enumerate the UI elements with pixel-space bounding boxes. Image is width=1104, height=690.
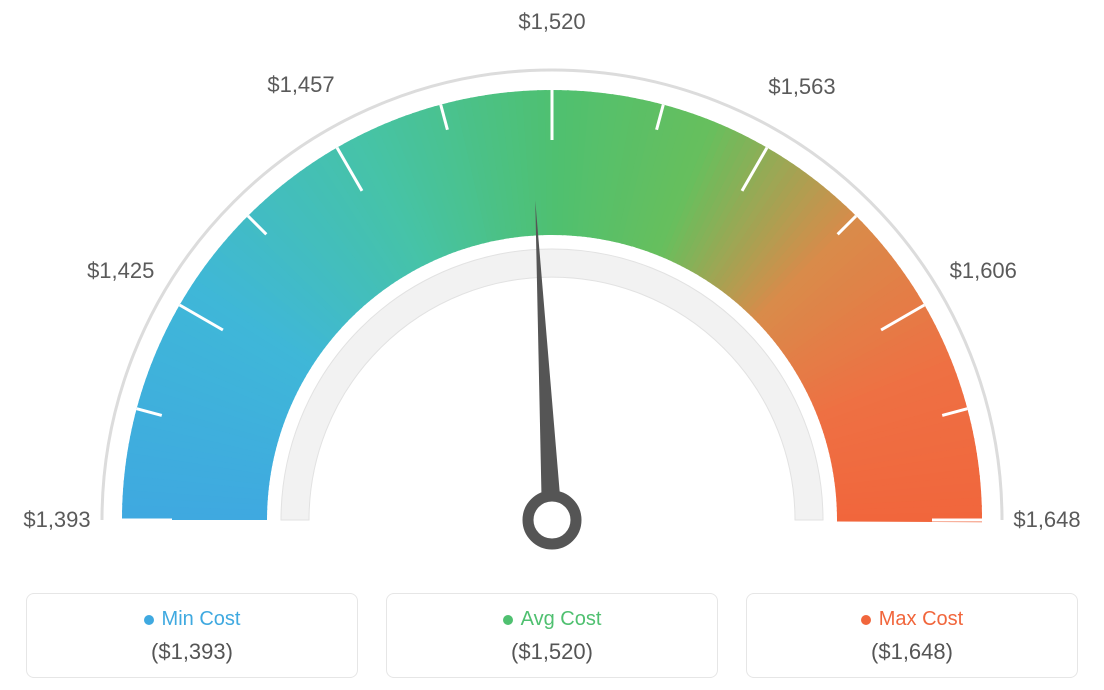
gauge-chart-container: $1,393 $1,425 $1,457 $1,520 $1,563 $1,606 $1,6… [0, 0, 1104, 690]
gauge-tick-label: $1,563 [768, 74, 835, 100]
min-cost-title: Min Cost [27, 608, 357, 631]
min-cost-card: Min Cost ($1,393) [26, 593, 358, 678]
gauge-svg [0, 0, 1104, 560]
min-dot-icon [144, 615, 154, 625]
avg-cost-title: Avg Cost [387, 608, 717, 631]
gauge-tick-label: $1,457 [267, 72, 334, 98]
max-dot-icon [861, 615, 871, 625]
gauge-tick-label: $1,648 [1013, 507, 1080, 533]
min-cost-label: Min Cost [162, 608, 241, 631]
max-cost-value: ($1,648) [747, 639, 1077, 665]
max-cost-card: Max Cost ($1,648) [746, 593, 1078, 678]
avg-dot-icon [503, 615, 513, 625]
avg-cost-value: ($1,520) [387, 639, 717, 665]
gauge-area: $1,393 $1,425 $1,457 $1,520 $1,563 $1,606 $1,6… [0, 0, 1104, 560]
gauge-tick-label: $1,425 [87, 258, 154, 284]
gauge-tick-label: $1,606 [950, 258, 1017, 284]
avg-cost-card: Avg Cost ($1,520) [386, 593, 718, 678]
summary-cards: Min Cost ($1,393) Avg Cost ($1,520) Max … [0, 593, 1104, 678]
gauge-tick-label: $1,393 [23, 507, 90, 533]
max-cost-label: Max Cost [879, 608, 963, 631]
avg-cost-label: Avg Cost [521, 608, 602, 631]
gauge-tick-label: $1,520 [518, 9, 585, 35]
max-cost-title: Max Cost [747, 608, 1077, 631]
min-cost-value: ($1,393) [27, 639, 357, 665]
